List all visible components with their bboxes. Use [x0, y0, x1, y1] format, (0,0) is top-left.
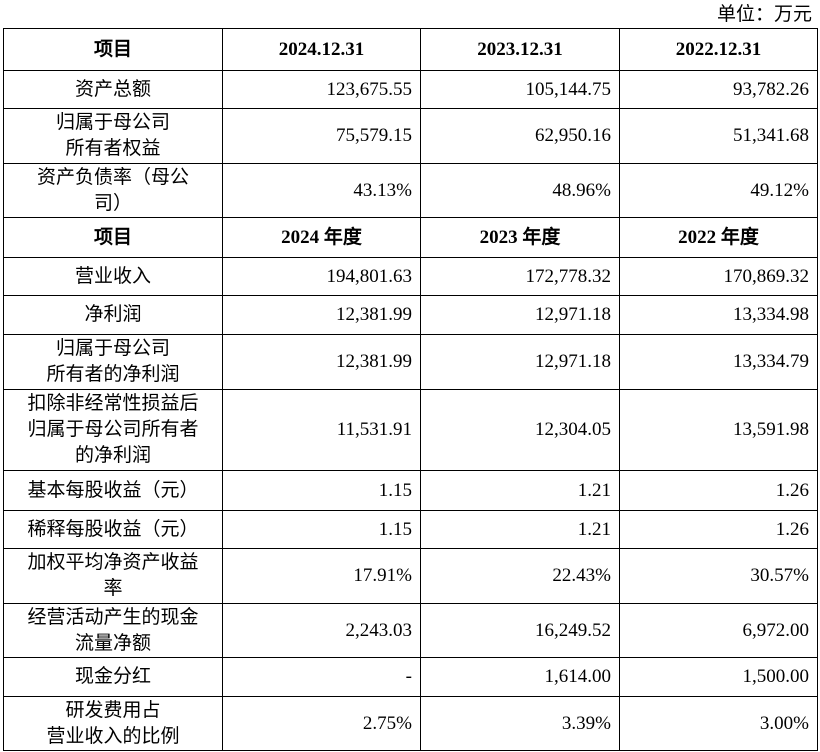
cell-value: 1.15 [222, 470, 421, 511]
cell-value: 1.26 [619, 510, 818, 549]
row-label: 研发费用占 营业收入的比例 [3, 696, 223, 751]
cell-value: 2,243.03 [222, 603, 421, 658]
cell-value: 2024.12.31 [222, 28, 421, 71]
row-label: 经营活动产生的现金 流量净额 [3, 603, 223, 658]
row-label: 现金分红 [3, 657, 223, 697]
table-row: 净利润 12,381.99 12,971.18 13,334.98 [3, 295, 818, 335]
cell-value: 2.75% [222, 696, 421, 751]
row-label: 稀释每股收益（元） [3, 510, 223, 549]
table-row: 经营活动产生的现金 流量净额 2,243.03 16,249.52 6,972.00 [3, 603, 818, 658]
cell-value: 1,614.00 [420, 657, 620, 697]
cell-value: 12,304.05 [420, 389, 620, 471]
table-row: 扣除非经常性损益后 归属于母公司所有者 的净利润 11,531.91 12,304.… [3, 389, 818, 471]
data-table: 项目 2024.12.31 2023.12.31 2022.12.31 资产总额 123,… [3, 28, 818, 751]
cell-value: 1.21 [420, 510, 620, 549]
table-row: 研发费用占 营业收入的比例 2.75% 3.39% 3.00% [3, 696, 818, 751]
cell-value: 194,801.63 [222, 257, 421, 296]
cell-value: 12,381.99 [222, 295, 421, 335]
row-label: 归属于母公司 所有者的净利润 [3, 334, 223, 390]
cell-value: 13,334.98 [619, 295, 818, 335]
cell-value: 172,778.32 [420, 257, 620, 296]
cell-value: 17.91% [222, 548, 421, 604]
cell-value: 30.57% [619, 548, 818, 604]
row-label: 归属于母公司 所有者权益 [3, 108, 223, 164]
cell-value: 3.39% [420, 696, 620, 751]
cell-value: 75,579.15 [222, 108, 421, 164]
cell-value: 123,675.55 [222, 70, 421, 109]
table-row: 资产负债率（母公 司） 43.13% 48.96% 49.12% [3, 163, 818, 218]
cell-value: 1.26 [619, 470, 818, 511]
cell-value: 3.00% [619, 696, 818, 751]
cell-value: 51,341.68 [619, 108, 818, 164]
cell-value: 13,591.98 [619, 389, 818, 471]
cell-value: 1.15 [222, 510, 421, 549]
cell-value: 49.12% [619, 163, 818, 218]
cell-value: 62,950.16 [420, 108, 620, 164]
cell-value: 11,531.91 [222, 389, 421, 471]
row-label: 净利润 [3, 295, 223, 335]
row-label: 资产总额 [3, 70, 223, 109]
row-label: 营业收入 [3, 257, 223, 296]
cell-value: 12,971.18 [420, 295, 620, 335]
cell-value: 43.13% [222, 163, 421, 218]
table-row: 加权平均净资产收益 率 17.91% 22.43% 30.57% [3, 548, 818, 604]
table-row: 基本每股收益（元） 1.15 1.21 1.26 [3, 470, 818, 511]
table-row: 现金分红 -1,614.00 1,500.00 [3, 657, 818, 697]
cell-value: 2023.12.31 [420, 28, 620, 71]
cell-value: - [222, 657, 421, 697]
cell-value: 2023 年度 [420, 217, 620, 258]
cell-value: 6,972.00 [619, 603, 818, 658]
row-label: 资产负债率（母公 司） [3, 163, 223, 218]
cell-value: 2022 年度 [619, 217, 818, 258]
cell-value: 12,381.99 [222, 334, 421, 390]
table-row: 归属于母公司 所有者的净利润 12,381.99 12,971.18 13,334.7… [3, 334, 818, 390]
unit-note: 单位：万元 [716, 4, 812, 25]
cell-value: 48.96% [420, 163, 620, 218]
cell-value: 1.21 [420, 470, 620, 511]
cell-value: 1,500.00 [619, 657, 818, 697]
header-row: 项目 2024.12.31 2023.12.31 2022.12.31 [3, 28, 818, 71]
cell-value: 105,144.75 [420, 70, 620, 109]
row-label: 项目 [3, 217, 223, 258]
cell-value: 170,869.32 [619, 257, 818, 296]
header-row: 项目 2024 年度 2023 年度 2022 年度 [3, 217, 818, 258]
table-row: 营业收入 194,801.63 172,778.32 170,869.32 [3, 257, 818, 296]
cell-value: 2024 年度 [222, 217, 421, 258]
cell-value: 13,334.79 [619, 334, 818, 390]
row-label: 加权平均净资产收益 率 [3, 548, 223, 604]
table-row: 归属于母公司 所有者权益 75,579.15 62,950.16 51,341.68 [3, 108, 818, 164]
cell-value: 16,249.52 [420, 603, 620, 658]
cell-value: 93,782.26 [619, 70, 818, 109]
cell-value: 2022.12.31 [619, 28, 818, 71]
cell-value: 22.43% [420, 548, 620, 604]
table-row: 资产总额 123,675.55 105,144.75 93,782.26 [3, 70, 818, 109]
row-label: 扣除非经常性损益后 归属于母公司所有者 的净利润 [3, 389, 223, 471]
table-row: 稀释每股收益（元） 1.15 1.21 1.26 [3, 510, 818, 549]
cell-value: 12,971.18 [420, 334, 620, 390]
row-label: 项目 [3, 28, 223, 71]
row-label: 基本每股收益（元） [3, 470, 223, 511]
